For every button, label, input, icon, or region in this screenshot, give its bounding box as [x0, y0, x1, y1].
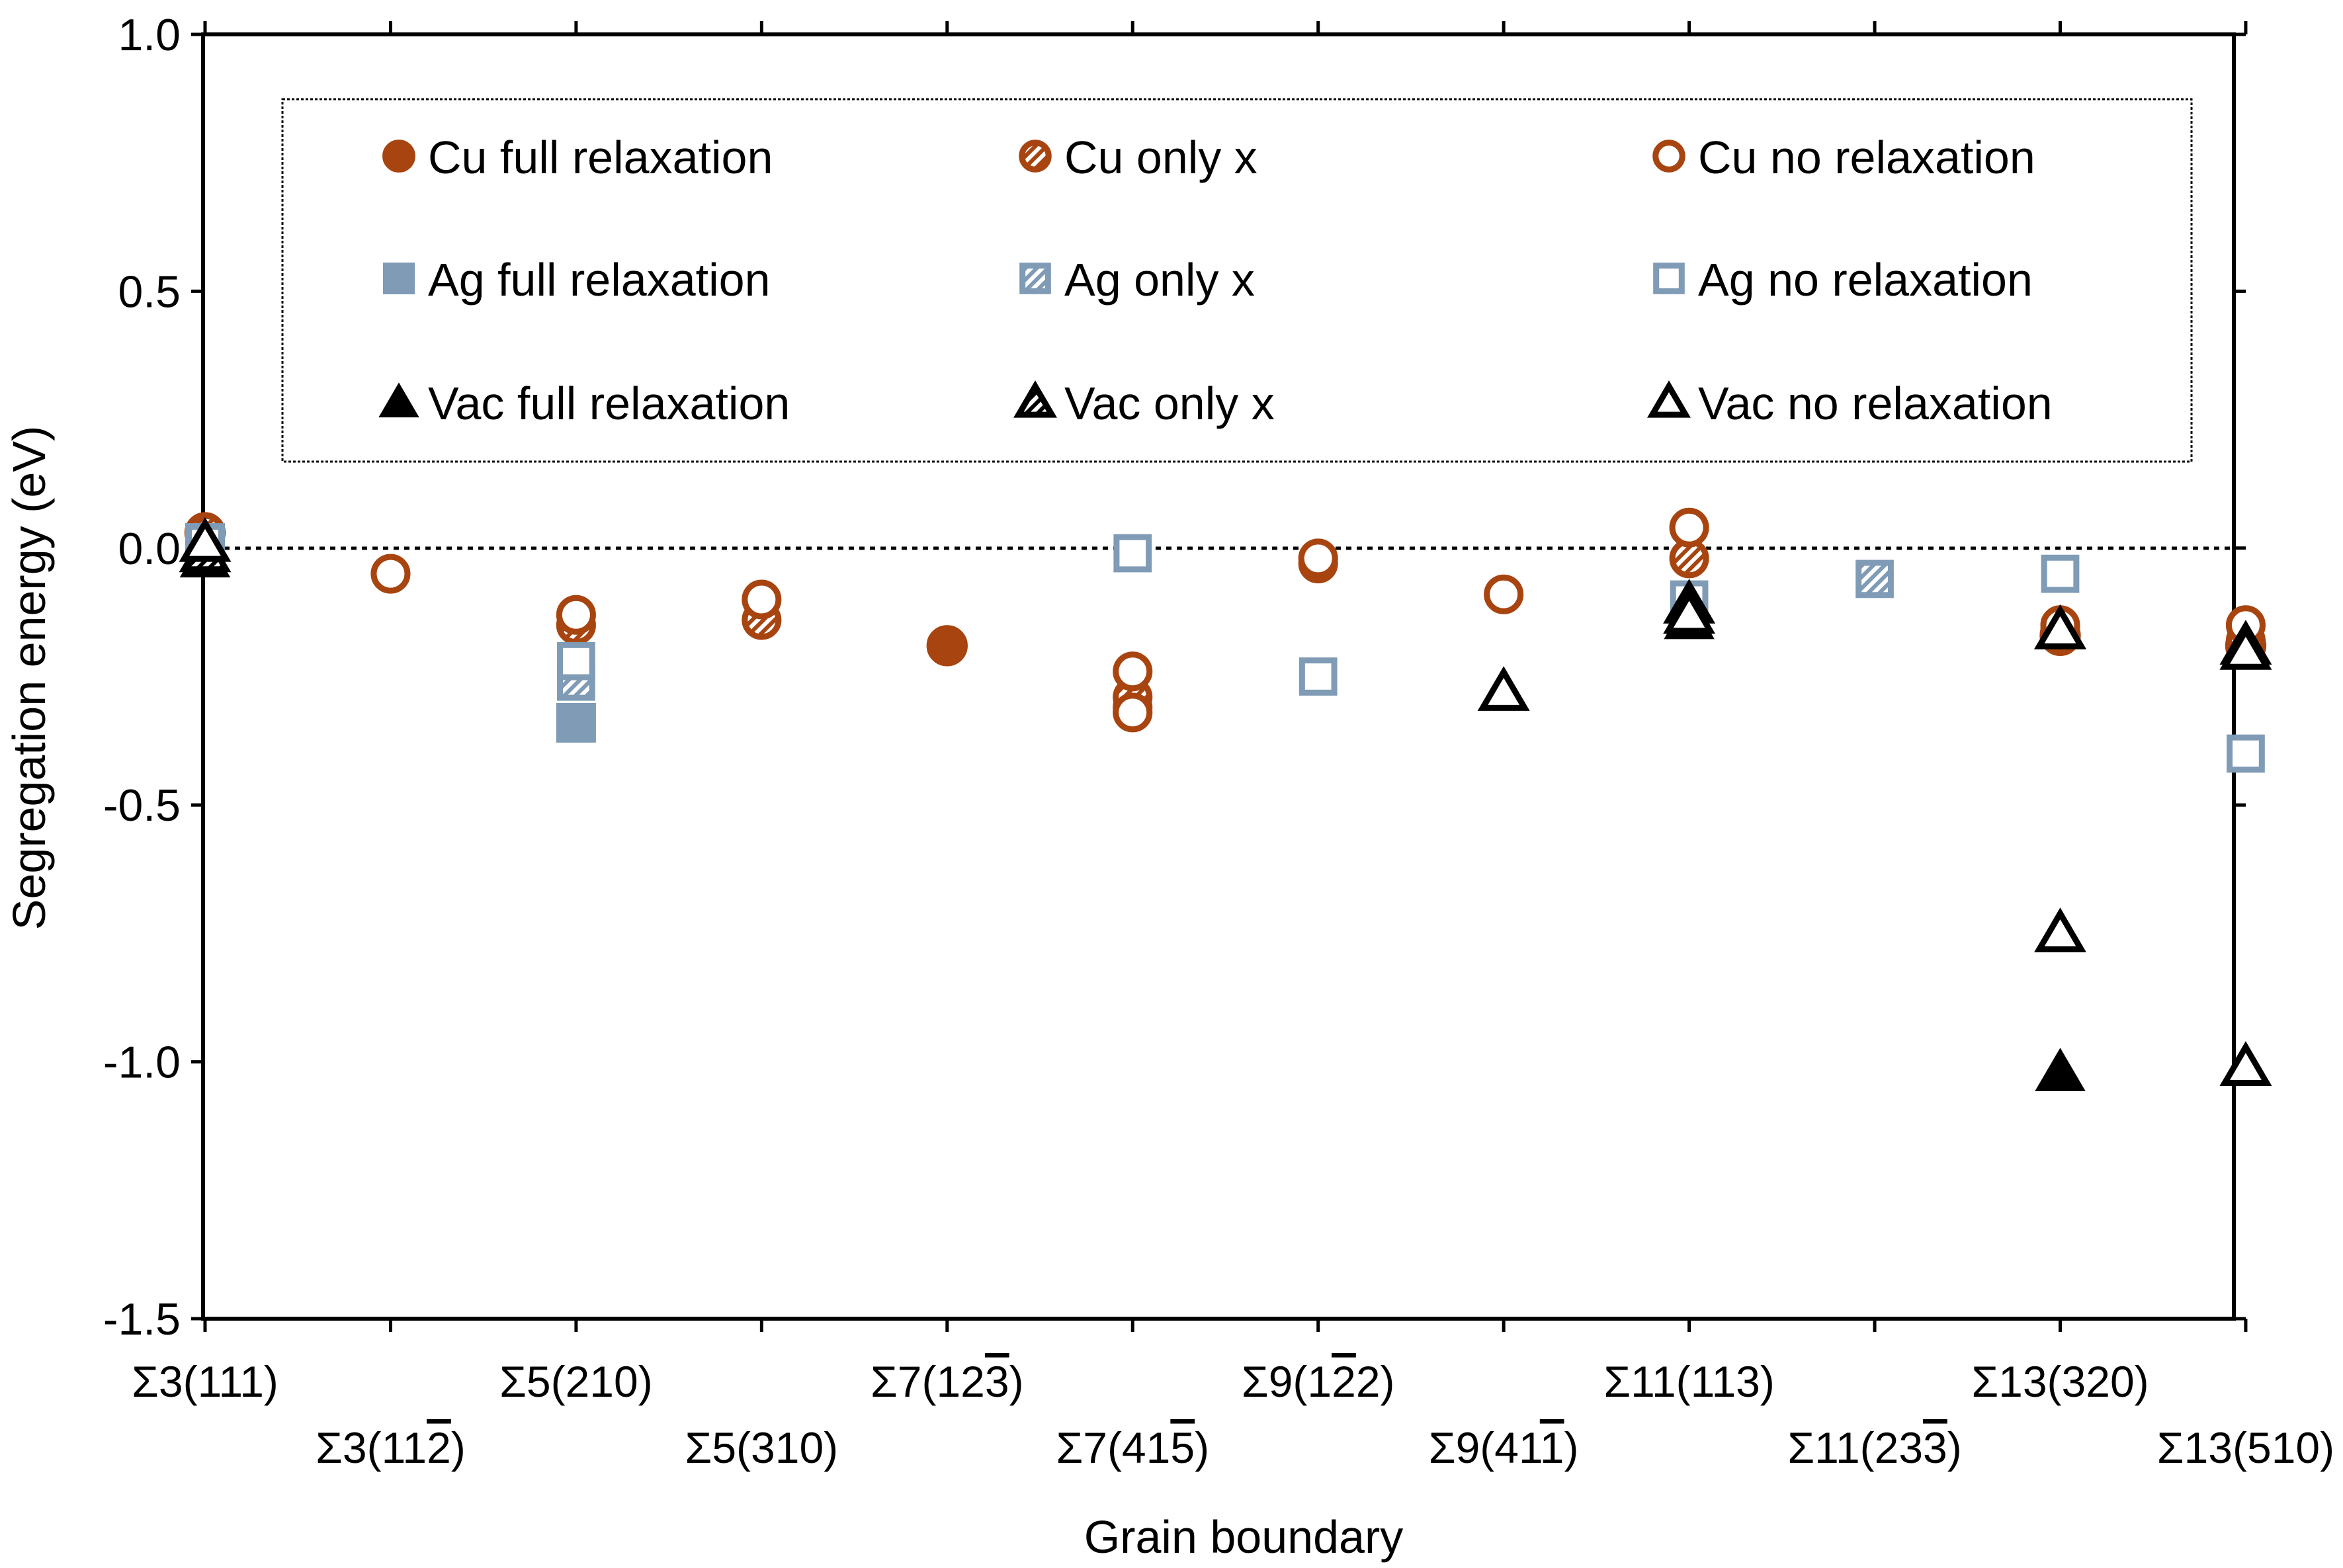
y-tick-label: 0.5 — [118, 267, 181, 317]
data-point-triangle — [2219, 625, 2272, 670]
data-point-circle — [370, 554, 411, 594]
legend-marker-circle — [1019, 140, 1052, 173]
data-point-triangle — [1663, 589, 1716, 634]
legend-marker-triangle — [1647, 380, 1691, 418]
data-point-square — [556, 702, 596, 743]
data-point-circle — [1113, 651, 1153, 692]
legend-label: Vac full relaxation — [428, 378, 790, 429]
data-point-circle — [1298, 538, 1338, 579]
x-tick-label: Σ3(112) — [316, 1423, 466, 1472]
data-point-square — [557, 641, 595, 681]
x-tick-label: Σ7(415) — [1056, 1423, 1209, 1472]
x-tick-label: Σ3(111) — [132, 1357, 278, 1406]
legend-label: Cu full relaxation — [428, 132, 773, 183]
data-point-triangle — [2033, 604, 2087, 649]
x-tick-label: Σ11(233) — [1787, 1423, 1961, 1472]
y-tick-label: -0.5 — [103, 780, 181, 831]
legend-label: Cu no relaxation — [1698, 132, 2035, 183]
data-point-square — [1855, 559, 1894, 598]
legend-label: Vac only x — [1064, 378, 1275, 429]
x-tick-label: Σ5(210) — [499, 1357, 653, 1406]
x-tick-label: Σ11(113) — [1603, 1357, 1775, 1406]
legend-marker-circle — [1652, 140, 1685, 173]
legend-marker-triangle — [1013, 380, 1057, 418]
data-point-triangle — [2033, 907, 2087, 953]
legend-label: Cu only x — [1064, 132, 1257, 183]
x-tick-label: Σ13(510) — [2157, 1423, 2334, 1472]
data-point-circle — [556, 595, 596, 635]
y-tick-label: -1.5 — [103, 1294, 181, 1344]
data-point-triangle — [2035, 1048, 2086, 1091]
data-point-square — [2041, 554, 2080, 593]
x-tick-label: Σ7(123) — [871, 1357, 1024, 1406]
legend-marker-square — [1019, 263, 1051, 294]
legend-label: Ag full relaxation — [428, 254, 771, 306]
legend-marker-square — [383, 263, 415, 294]
x-tick-label: Σ9(411) — [1429, 1423, 1579, 1472]
legend-label: Ag only x — [1064, 254, 1255, 306]
data-point-circle — [926, 625, 968, 667]
y-axis-title: Segregation energy (eV) — [3, 426, 55, 930]
legend-frame — [281, 98, 2193, 463]
legend-label: Ag no relaxation — [1698, 254, 2033, 306]
x-tick-label: Σ13(320) — [1971, 1357, 2149, 1406]
y-tick-label: 0.0 — [118, 524, 181, 574]
legend-marker-circle — [382, 140, 415, 173]
x-tick-label: Σ5(310) — [685, 1423, 839, 1472]
data-point-circle — [1669, 507, 1709, 548]
legend-label: Vac no relaxation — [1698, 378, 2053, 429]
x-axis-title: Grain boundary — [1084, 1511, 1404, 1563]
data-point-circle — [742, 579, 782, 620]
data-point-circle — [1484, 574, 1524, 614]
data-point-triangle — [2219, 1041, 2272, 1086]
legend-marker-square — [1653, 263, 1685, 294]
data-point-circle — [1113, 692, 1153, 733]
legend: Cu full relaxation Cu only x Cu no relaxat… — [281, 98, 2193, 463]
data-point-triangle — [179, 516, 232, 562]
data-point-square — [1113, 534, 1152, 573]
data-point-square — [2227, 734, 2265, 773]
data-point-square — [1299, 657, 1338, 696]
legend-marker-triangle — [378, 382, 419, 418]
x-tick-label: Σ9(122) — [1242, 1357, 1395, 1406]
y-tick-label: 1.0 — [118, 10, 181, 60]
y-tick-label: -1.0 — [103, 1038, 181, 1088]
x-axis: Σ3(111) Σ3(112) Σ5(210) Σ5(310) Σ7(123) Σ7(41… — [132, 21, 2334, 1472]
data-point-triangle — [1477, 666, 1530, 711]
y-axis: 1.0 0.5 0.0 -0.5 -1.0 -1.5 — [103, 10, 2246, 1344]
data-points — [179, 507, 2272, 1091]
